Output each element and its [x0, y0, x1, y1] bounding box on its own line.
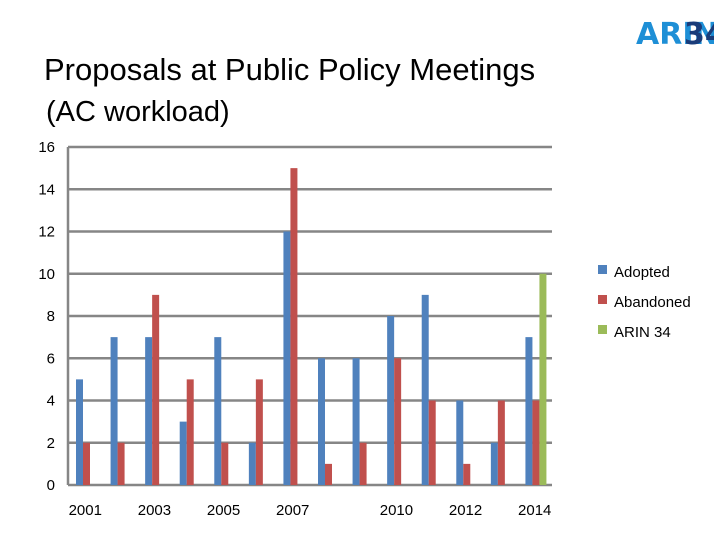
x-axis-labels: 2001 2003 2005 2007 2010 2012 2014 [69, 502, 552, 519]
arin-logo: ARIN 34 [636, 17, 714, 52]
bar-adopted [387, 316, 395, 485]
legend-label: ARIN 34 [614, 324, 671, 341]
y-tick-label: 16 [38, 139, 55, 156]
bar-adopted [248, 442, 256, 485]
y-axis-ticks: 0 2 4 6 8 10 12 14 16 [38, 139, 55, 494]
y-tick-label: 0 [47, 477, 55, 494]
bar-adopted [76, 379, 83, 485]
y-tick-label: 4 [47, 393, 55, 410]
bar-adopted [490, 442, 498, 485]
y-tick-label: 6 [47, 350, 55, 367]
bar-abandoned [152, 294, 160, 485]
legend-swatch [598, 325, 607, 334]
bar-abandoned [221, 442, 229, 485]
y-tick-label: 10 [38, 266, 55, 283]
x-tick-label: 2012 [449, 502, 482, 519]
bar-abandoned [290, 168, 298, 485]
bar-adopted [525, 337, 533, 485]
logo-number: 34 [684, 17, 714, 52]
legend-swatch [598, 295, 607, 304]
bar-abandoned [359, 442, 367, 485]
bar-adopted [421, 294, 429, 485]
bar-abandoned [497, 400, 505, 485]
bar-arin-34 [539, 273, 547, 485]
legend-label: Adopted [614, 264, 670, 281]
bar-adopted [318, 358, 325, 485]
logo-word: ARIN [636, 17, 714, 52]
slide-title: Proposals at Public Policy Meetings [44, 52, 536, 87]
x-tick-label: 2003 [138, 502, 171, 519]
bar-adopted [179, 421, 187, 485]
x-tick-label: 2010 [380, 502, 413, 519]
bar-abandoned [532, 400, 540, 485]
bar-adopted [145, 337, 153, 485]
bar-abandoned [255, 379, 263, 485]
y-tick-label: 12 [38, 224, 55, 241]
bar-abandoned [83, 442, 90, 485]
x-tick-label: 2014 [518, 502, 551, 519]
bar-abandoned [428, 400, 436, 485]
legend-swatch [598, 265, 607, 274]
bar-adopted [456, 400, 464, 485]
x-tick-label: 2005 [207, 502, 240, 519]
bar-adopted [352, 358, 360, 485]
legend: Adopted Abandoned ARIN 34 [598, 264, 691, 341]
bar-abandoned [186, 379, 194, 485]
bar-abandoned [325, 463, 332, 485]
bar-abandoned [394, 358, 402, 485]
bar-adopted [283, 231, 291, 485]
gridlines [66, 145, 552, 487]
legend-label: Abandoned [614, 294, 691, 311]
x-tick-label: 2001 [69, 502, 102, 519]
y-tick-label: 2 [47, 435, 55, 452]
y-tick-label: 14 [38, 181, 55, 198]
bar-adopted [110, 337, 118, 485]
bar-adopted [214, 337, 222, 485]
bar-abandoned [117, 442, 125, 485]
y-tick-label: 8 [47, 308, 55, 325]
bar-abandoned [463, 463, 471, 485]
x-tick-label: 2007 [276, 502, 309, 519]
bars [76, 168, 547, 485]
slide-subtitle: (AC workload) [46, 96, 230, 128]
